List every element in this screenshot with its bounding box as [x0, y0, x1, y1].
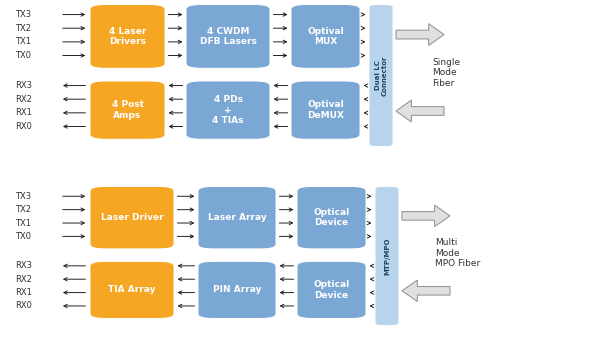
Text: RX2: RX2 [15, 275, 32, 284]
Text: RX0: RX0 [15, 122, 32, 131]
Text: TIA Array: TIA Array [108, 285, 156, 294]
FancyBboxPatch shape [90, 4, 165, 68]
FancyBboxPatch shape [291, 81, 360, 139]
FancyBboxPatch shape [291, 4, 360, 68]
Text: RX1: RX1 [15, 288, 32, 297]
Text: TX1: TX1 [15, 37, 31, 46]
Text: Single
Mode
Fiber: Single Mode Fiber [432, 58, 460, 88]
Text: 4 PDs
+
4 TIAs: 4 PDs + 4 TIAs [212, 95, 244, 125]
Polygon shape [402, 205, 450, 226]
Text: 4 Laser
Drivers: 4 Laser Drivers [109, 27, 146, 46]
Text: Dual LC
Connector: Dual LC Connector [374, 55, 388, 96]
FancyBboxPatch shape [297, 261, 366, 318]
Text: TX0: TX0 [15, 51, 31, 60]
FancyBboxPatch shape [90, 261, 174, 318]
Text: RX3: RX3 [15, 261, 32, 270]
FancyBboxPatch shape [90, 81, 165, 139]
FancyBboxPatch shape [369, 4, 393, 146]
Text: TX3: TX3 [15, 10, 31, 19]
FancyBboxPatch shape [186, 4, 270, 68]
Text: RX0: RX0 [15, 301, 32, 310]
Text: RX2: RX2 [15, 95, 32, 104]
Text: RX3: RX3 [15, 81, 32, 90]
Text: TX2: TX2 [15, 24, 31, 33]
Text: Laser Driver: Laser Driver [101, 213, 163, 222]
Text: TX1: TX1 [15, 218, 31, 228]
FancyBboxPatch shape [297, 186, 366, 249]
FancyBboxPatch shape [198, 261, 276, 318]
Polygon shape [396, 100, 444, 122]
FancyBboxPatch shape [375, 186, 399, 325]
Text: TX0: TX0 [15, 232, 31, 241]
Text: Optical
Device: Optical Device [313, 208, 350, 228]
Text: RX1: RX1 [15, 108, 32, 117]
Text: Optival
MUX: Optival MUX [307, 27, 344, 46]
Text: MTP/MPO: MTP/MPO [384, 237, 390, 275]
FancyBboxPatch shape [198, 186, 276, 249]
Text: TX2: TX2 [15, 205, 31, 214]
Polygon shape [402, 280, 450, 301]
Text: Multi
Mode
MPO Fiber: Multi Mode MPO Fiber [435, 238, 480, 268]
Text: Optival
DeMUX: Optival DeMUX [307, 100, 344, 120]
FancyBboxPatch shape [90, 186, 174, 249]
Text: Optical
Device: Optical Device [313, 280, 350, 300]
Text: TX3: TX3 [15, 192, 31, 201]
Polygon shape [396, 24, 444, 46]
Text: 4 Post
Amps: 4 Post Amps [112, 100, 143, 120]
Text: Laser Array: Laser Array [208, 213, 266, 222]
Text: PIN Array: PIN Array [213, 285, 261, 294]
FancyBboxPatch shape [186, 81, 270, 139]
Text: 4 CWDM
DFB Lasers: 4 CWDM DFB Lasers [200, 27, 256, 46]
